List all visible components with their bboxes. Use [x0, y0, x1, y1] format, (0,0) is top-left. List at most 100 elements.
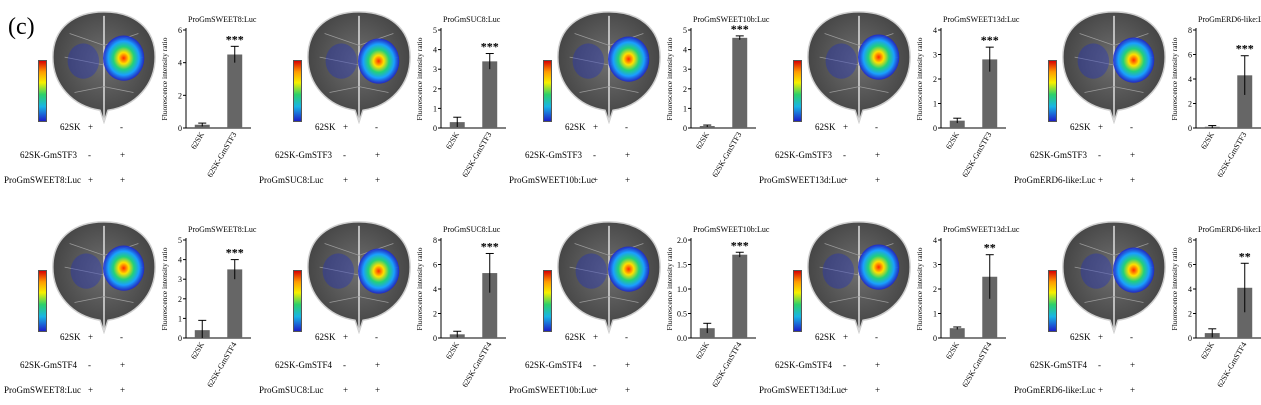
bar-chart: ProGmSWEET13d:Luc Fluorescence intensity …: [915, 15, 1020, 179]
treatment-sign: +: [843, 175, 849, 185]
bar: [949, 328, 965, 338]
significance-marker: ***: [226, 32, 244, 46]
panel: 62SK 62SK-GmSTF4 ProGmSWEET10b:Luc + - - + + + Pr…: [505, 210, 770, 405]
treatment-sign: -: [343, 150, 346, 160]
chart-title: ProGmSWEET10b:Luc: [693, 15, 770, 24]
treatment-row-label: 62SK-GmSTF4: [525, 360, 583, 370]
treatment-sign: +: [593, 332, 599, 342]
treatment-sign: -: [593, 360, 596, 370]
bar: [949, 120, 965, 128]
bar-chart: ProGmSWEET8:Luc Fluorescence intensity ra…: [160, 225, 257, 389]
leaf-image: [557, 11, 661, 124]
treatment-row-label: ProGmSWEET10b:Luc: [509, 385, 595, 395]
chart-title: ProGmERD6-like:Luc: [1198, 15, 1261, 24]
y-tick-label: 5: [178, 236, 182, 245]
treatment-sign: +: [343, 385, 349, 395]
y-axis-label: Fluorescence intensity ratio: [160, 247, 169, 330]
treatment-row-label: 62SK-GmSTF3: [525, 150, 583, 160]
treatment-row-label: ProGmSWEET13d:Luc: [759, 385, 845, 395]
luminescence-spot-right: [103, 35, 145, 81]
treatment-sign: +: [875, 360, 881, 370]
treatment-sign: -: [375, 332, 378, 342]
significance-marker: ***: [731, 238, 749, 252]
y-tick-label: 1.5: [677, 261, 687, 270]
luminescence-spot-left: [322, 253, 355, 289]
treatment-row-label: 62SK: [565, 122, 586, 132]
leaf-image: [807, 11, 911, 124]
y-tick-label: 3: [178, 275, 182, 284]
bar-chart: ProGmSWEET10b:Luc Fluorescence intensity …: [665, 225, 770, 389]
treatment-sign: -: [88, 360, 91, 370]
y-tick-label: 1: [433, 104, 437, 113]
luminescence-spot-left: [822, 253, 855, 289]
leaf-image: [307, 221, 411, 334]
y-tick-label: 6: [1188, 261, 1192, 270]
treatment-sign: -: [1098, 360, 1101, 370]
treatment-sign: +: [343, 122, 349, 132]
significance-marker: ***: [481, 40, 499, 54]
y-tick-label: 4: [178, 59, 182, 68]
treatment-row-label: 62SK-GmSTF4: [275, 360, 333, 370]
chart-title: ProGmSUC8:Luc: [443, 15, 501, 24]
significance-marker: ***: [226, 246, 244, 260]
y-tick-label: 2: [178, 91, 182, 100]
y-tick-label: 2: [683, 85, 687, 94]
y-tick-label: 2.0: [677, 236, 687, 245]
bar: [732, 37, 748, 129]
treatment-sign: +: [375, 150, 381, 160]
x-tick-label: 62SK: [1199, 130, 1216, 150]
y-tick-label: 8: [433, 236, 437, 245]
significance-marker: **: [984, 241, 996, 255]
y-axis-label: Fluorescence intensity ratio: [160, 37, 169, 120]
luminescence-spot-right: [1113, 247, 1155, 293]
treatment-sign: +: [375, 385, 381, 395]
significance-marker: ***: [981, 33, 999, 47]
treatment-sign: -: [120, 332, 123, 342]
y-tick-label: 0: [433, 334, 437, 343]
y-tick-label: 0: [933, 334, 937, 343]
y-tick-label: 1: [683, 104, 687, 113]
chart-title: ProGmSWEET13d:Luc: [943, 15, 1020, 24]
treatment-sign: +: [875, 385, 881, 395]
significance-marker: ***: [481, 239, 499, 253]
bar-chart: ProGmSUC8:Luc Fluorescence intensity rati…: [415, 225, 506, 389]
y-tick-label: 4: [1188, 285, 1192, 294]
luminescence-spot-left: [825, 43, 858, 79]
y-tick-label: 0: [1188, 334, 1192, 343]
significance-marker: ***: [1236, 42, 1254, 56]
panel: 62SK 62SK-GmSTF4 ProGmSWEET8:Luc + - - + + + ProG…: [0, 210, 257, 405]
bar: [982, 276, 998, 338]
treatment-sign: +: [625, 150, 631, 160]
bar: [982, 59, 998, 128]
y-tick-label: 4: [178, 256, 182, 265]
y-axis-label: Fluorescence intensity ratio: [665, 247, 674, 330]
treatment-sign: +: [88, 385, 94, 395]
leaf-image: [307, 11, 411, 124]
colorbar-legend: [1048, 270, 1057, 332]
treatment-sign: -: [375, 122, 378, 132]
treatment-sign: +: [1098, 385, 1104, 395]
x-tick-label: 62SK: [444, 130, 461, 150]
luminescence-spot-right: [608, 246, 650, 292]
y-tick-label: 2: [178, 295, 182, 304]
colorbar-legend: [543, 270, 552, 332]
treatment-sign: +: [343, 175, 349, 185]
luminescence-spot-left: [70, 253, 103, 289]
treatment-row-label: 62SK: [60, 332, 81, 342]
treatment-sign: +: [120, 150, 126, 160]
leaf-image: [52, 11, 156, 124]
chart-title: ProGmERD6-like:Luc: [1198, 225, 1261, 234]
colorbar-legend: [543, 60, 552, 122]
bar: [1237, 287, 1253, 338]
treatment-sign: -: [625, 332, 628, 342]
treatment-row-label: 62SK: [315, 332, 336, 342]
y-tick-label: 2: [1188, 100, 1192, 109]
y-axis-label: Fluorescence intensity ratio: [415, 247, 424, 330]
bar-chart: ProGmERD6-like:Luc Fluorescence intensity…: [1170, 225, 1261, 389]
treatment-row-label: 62SK: [815, 332, 836, 342]
y-tick-label: 3: [683, 65, 687, 74]
luminescence-spot-left: [325, 43, 358, 79]
luminescence-spot-left: [572, 43, 605, 79]
significance-marker: **: [1239, 249, 1251, 263]
treatment-sign: +: [343, 332, 349, 342]
